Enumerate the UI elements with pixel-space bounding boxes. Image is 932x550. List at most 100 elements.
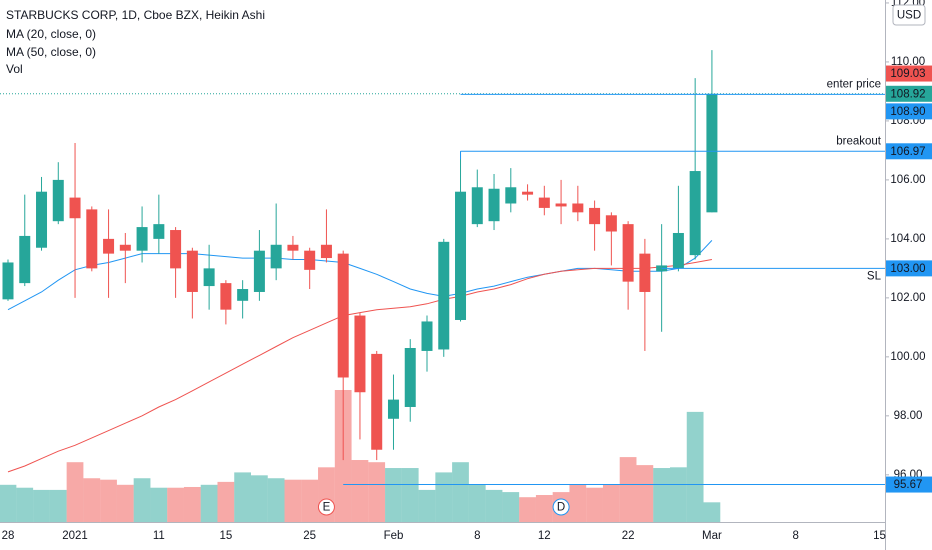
price-tag-label: 95.67: [894, 479, 923, 491]
volume-bar: [183, 486, 201, 522]
candle-body: [119, 244, 131, 251]
volume-bar: [385, 468, 402, 522]
volume-bar: [602, 484, 620, 522]
volume-bar: [418, 489, 436, 522]
x-tick-label: 12: [538, 530, 551, 542]
volume-bar: [251, 475, 268, 522]
candle-body: [103, 238, 115, 254]
candle-body: [488, 188, 500, 222]
candle-body: [170, 230, 182, 269]
price-tag-label: 109.03: [890, 68, 925, 80]
candle-body: [589, 207, 601, 225]
candle-body: [354, 315, 366, 393]
candle-body: [186, 250, 198, 292]
volume-bar: [502, 492, 520, 522]
volume-bar: [16, 487, 34, 522]
volume-bar: [83, 478, 101, 522]
volume-bar: [217, 481, 235, 522]
horizontal-line-name: breakout: [836, 135, 882, 147]
candle-body: [337, 253, 349, 378]
volume-bar: [452, 462, 469, 522]
volume-bar: [619, 457, 637, 522]
candle-body: [304, 250, 316, 270]
candle-body: [36, 191, 48, 248]
price-tag: [886, 260, 932, 277]
price-tag-label: 106.97: [890, 146, 925, 158]
candle-body: [371, 353, 383, 450]
candle-body: [605, 215, 617, 232]
volume-bar: [33, 489, 50, 522]
volume-bar: [401, 468, 419, 522]
x-tick-label: 2021: [62, 530, 88, 542]
candle-body: [555, 203, 567, 207]
x-tick-label: Mar: [702, 530, 722, 542]
ma-line: [7, 259, 712, 473]
candle-body: [622, 224, 634, 282]
chart-title: STARBUCKS CORP, 1D, Cboe BZX, Heikin Ash…: [6, 8, 265, 22]
volume-bar: [150, 487, 168, 522]
volume-bar: [133, 478, 151, 522]
candle-body: [538, 197, 550, 208]
candle-body: [471, 187, 483, 225]
volume-bar: [351, 460, 369, 522]
candle-body: [287, 244, 299, 251]
event-marker: [317, 498, 335, 516]
volume-bar: [468, 484, 486, 522]
candle-body: [672, 232, 684, 269]
candle-body: [689, 171, 701, 256]
volume-bar: [116, 484, 134, 522]
x-tick-label: 25: [303, 530, 316, 542]
event-marker: [552, 498, 570, 516]
x-tick-label: 8: [474, 530, 480, 542]
horizontal-line-name: SL: [867, 270, 882, 282]
volume-bar: [586, 487, 603, 522]
candle-body: [69, 197, 81, 219]
volume-bar: [485, 489, 503, 522]
indicator-label: MA (50, close, 0): [6, 45, 96, 59]
volume-bar: [519, 497, 536, 522]
candle-body: [2, 262, 14, 300]
currency-box[interactable]: [892, 4, 926, 26]
volume-bar: [301, 479, 319, 522]
candle-body: [52, 179, 64, 222]
candle-body: [253, 250, 265, 292]
price-tag: [886, 143, 932, 160]
volume-bar: [368, 462, 386, 522]
volume-bar: [167, 487, 184, 522]
volume-bar: [100, 479, 117, 522]
volume-bar: [66, 462, 84, 522]
volume-bar: [267, 478, 285, 522]
price-tag-label: 108.90: [890, 106, 925, 118]
candle-body: [19, 235, 31, 284]
candle-body: [438, 241, 450, 350]
x-tick-label: 22: [622, 530, 635, 542]
volume-bar: [653, 468, 670, 522]
candle-body: [136, 227, 148, 251]
candle-body: [86, 209, 98, 269]
volume-bar: [234, 472, 251, 522]
y-tick-label: 98.00: [894, 410, 923, 422]
volume-bar: [670, 467, 687, 522]
candle-body: [270, 244, 282, 269]
volume-bar: [0, 484, 17, 522]
candle-body: [505, 187, 517, 204]
x-tick-label: 11: [153, 530, 165, 542]
price-tag: [886, 103, 932, 120]
volume-bar: [200, 484, 218, 522]
volume-bar: [636, 465, 654, 522]
currency-label[interactable]: USD: [897, 10, 921, 22]
candle-body: [639, 253, 651, 292]
candle-body: [237, 289, 249, 301]
x-tick-label: Feb: [384, 530, 404, 542]
event-label: D: [557, 502, 565, 514]
event-label: E: [323, 502, 331, 514]
volume-bar: [49, 489, 67, 522]
volume-bar: [284, 479, 302, 522]
volume-bar: [435, 472, 453, 522]
candle-body: [421, 321, 433, 351]
price-tag-label: 103.00: [890, 263, 925, 275]
indicator-label: Vol: [6, 62, 23, 76]
candle-body: [153, 224, 165, 239]
